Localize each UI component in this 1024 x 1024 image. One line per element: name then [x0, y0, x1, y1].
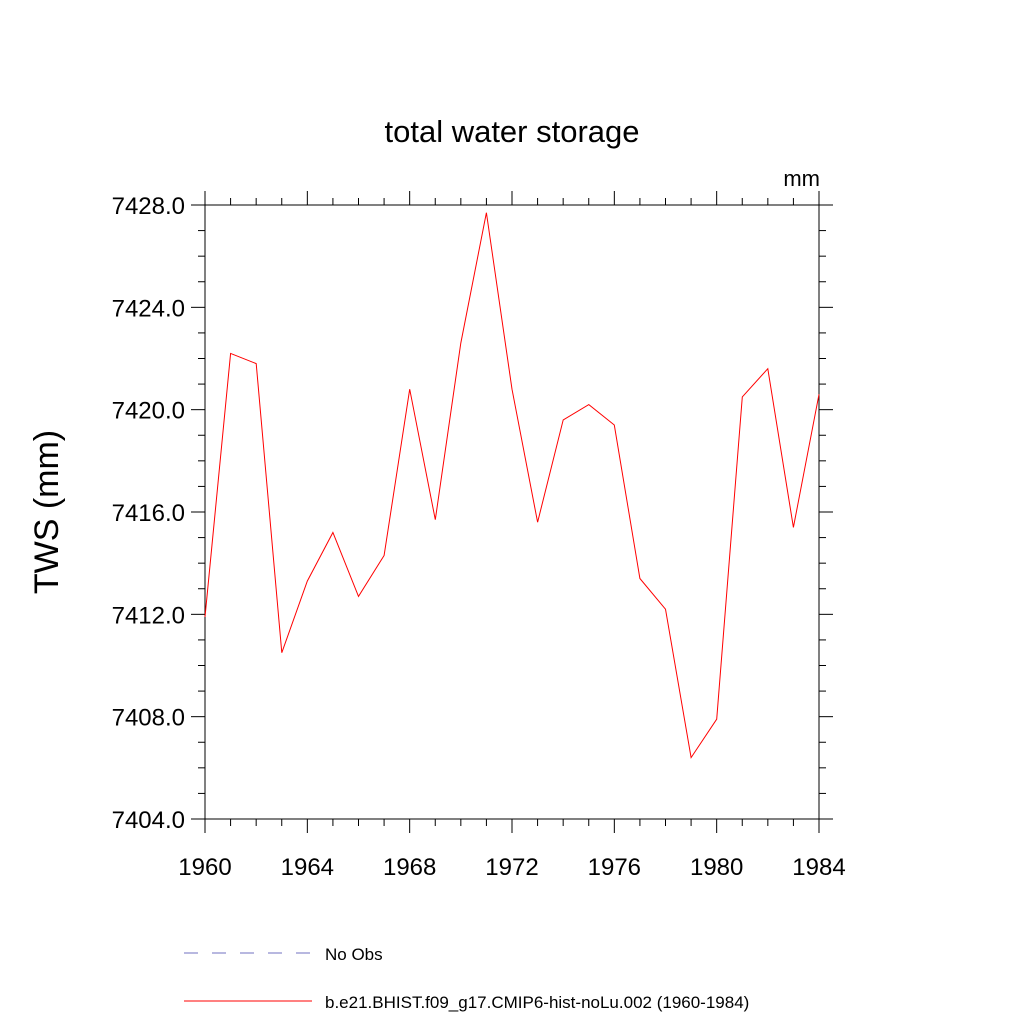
x-tick-label: 1964 [281, 854, 334, 881]
x-tick-label: 1984 [792, 854, 845, 881]
x-tick-label: 1968 [383, 854, 436, 881]
plot-frame [204, 204, 820, 820]
legend-label-no-obs: No Obs [325, 945, 383, 964]
y-tick-label: 7420.0 [112, 398, 185, 425]
x-tick-label: 1980 [690, 854, 743, 881]
x-tick-labels: 1960 1964 1968 1972 1976 1980 1984 [178, 854, 845, 881]
y-tick-label: 7412.0 [112, 602, 185, 629]
y-tick-label: 7404.0 [112, 807, 185, 834]
x-tick-label: 1972 [485, 854, 538, 881]
major-ticks [191, 191, 833, 833]
units-label: mm [783, 166, 820, 191]
y-tick-label: 7424.0 [112, 295, 185, 322]
legend: No Obs b.e21.BHIST.f09_g17.CMIP6-hist-no… [184, 945, 749, 1012]
legend-label-model-run: b.e21.BHIST.f09_g17.CMIP6-hist-noLu.002 … [325, 993, 749, 1012]
x-tick-label: 1976 [588, 854, 641, 881]
series-group [204, 212, 820, 759]
x-tick-label: 1960 [178, 854, 231, 881]
y-tick-label: 7416.0 [112, 500, 185, 527]
y-axis-label: TWS (mm) [28, 430, 66, 594]
y-tick-label: 7428.0 [112, 193, 185, 220]
y-tick-labels: 7404.0 7408.0 7412.0 7416.0 7420.0 7424.0 7428… [112, 193, 185, 834]
chart-title: total water storage [384, 114, 639, 149]
series-line [204, 212, 820, 759]
y-tick-label: 7408.0 [112, 705, 185, 732]
minor-ticks [198, 198, 826, 826]
